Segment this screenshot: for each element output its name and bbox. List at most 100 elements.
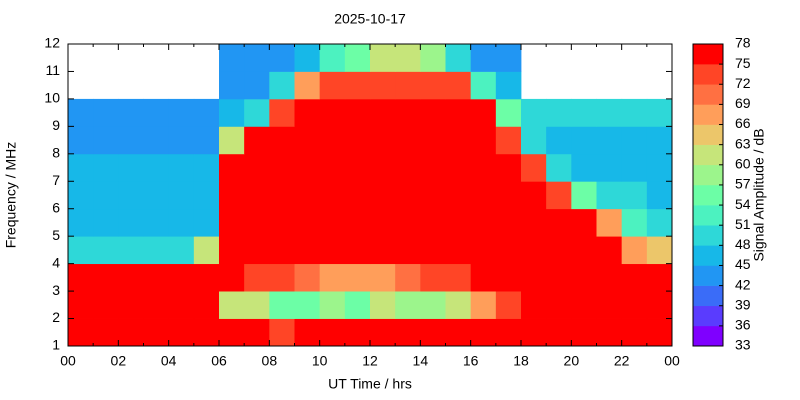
heatmap-cell — [571, 263, 597, 292]
chart-title: 2025-10-17 — [334, 11, 406, 27]
heatmap-cell — [646, 98, 673, 127]
heatmap-cell — [193, 318, 220, 347]
heatmap-cell — [319, 236, 346, 265]
heatmap-cell — [546, 263, 572, 292]
colorbar-tick-label: 57 — [735, 176, 751, 192]
heatmap-cell — [219, 236, 245, 265]
heatmap-cell — [68, 263, 94, 292]
heatmap-cell — [495, 126, 522, 155]
heatmap-cell — [269, 291, 295, 319]
heatmap-cell — [470, 263, 497, 292]
heatmap-cell — [395, 208, 421, 237]
heatmap-cell — [521, 208, 547, 237]
heatmap-cell — [319, 318, 346, 347]
heatmap-cell — [395, 263, 421, 292]
heatmap-cell — [294, 98, 321, 127]
heatmap-cell — [521, 236, 547, 265]
heatmap-cell — [621, 291, 648, 319]
heatmap-cell — [344, 126, 371, 155]
heatmap-cell — [646, 181, 673, 210]
heatmap-cell — [596, 153, 623, 182]
heatmap-cell — [370, 153, 396, 182]
heatmap-cell — [244, 98, 270, 127]
heatmap-cell — [420, 208, 446, 237]
heatmap-cell — [420, 71, 446, 100]
heatmap-cell — [646, 318, 673, 347]
heatmap-cell — [370, 208, 396, 237]
colorbar-swatch — [693, 104, 723, 125]
heatmap-cell — [370, 236, 396, 265]
heatmap-cell — [420, 98, 446, 127]
heatmap-cell — [344, 208, 371, 237]
heatmap-cell — [219, 71, 245, 100]
heatmap-cell — [521, 263, 547, 292]
heatmap-cell — [344, 291, 371, 319]
heatmap-cell — [118, 318, 144, 347]
heatmap-cell — [395, 126, 421, 155]
heatmap-cell — [168, 181, 195, 210]
heatmap-cell — [244, 236, 270, 265]
heatmap-cell — [93, 181, 119, 210]
heatmap-cell — [445, 181, 472, 210]
heatmap-cell — [470, 44, 497, 72]
heatmap-cell — [596, 291, 623, 319]
heatmap-cell — [219, 44, 245, 72]
heatmap-cell — [244, 263, 270, 292]
heatmap-cell — [495, 44, 522, 72]
heatmap-cell — [470, 318, 497, 347]
heatmap-cell — [470, 236, 497, 265]
heatmap-cell — [621, 208, 648, 237]
heatmap-cell — [269, 71, 295, 100]
colorbar-swatch — [693, 164, 723, 186]
heatmap-cell — [68, 291, 94, 319]
heatmap-cell — [344, 263, 371, 292]
heatmap-cell — [395, 318, 421, 347]
colorbar-swatch — [693, 285, 723, 307]
heatmap-cell — [495, 181, 522, 210]
heatmap-cell — [269, 181, 295, 210]
heatmap-cell — [319, 153, 346, 182]
heatmap-cell — [621, 263, 648, 292]
heatmap-cell — [420, 318, 446, 347]
heatmap-cell — [143, 318, 170, 347]
heatmap-cell — [470, 291, 497, 319]
heatmap-cell — [495, 318, 522, 347]
heatmap-cell — [445, 153, 472, 182]
heatmap-cell — [219, 181, 245, 210]
heatmap-cell — [143, 126, 170, 155]
heatmap-cell — [294, 44, 321, 72]
colorbar-frame — [692, 43, 724, 347]
y-tick-label: 12 — [44, 35, 60, 51]
heatmap-cell — [319, 126, 346, 155]
heatmap-cell — [646, 126, 673, 155]
heatmap-cell — [470, 71, 497, 100]
heatmap-cell — [596, 263, 623, 292]
heatmap-cell — [571, 126, 597, 155]
heatmap-cell — [168, 126, 195, 155]
heatmap-cell — [521, 318, 547, 347]
heatmap-cell — [571, 208, 597, 237]
y-tick-label: 4 — [52, 254, 60, 270]
heatmap-cell — [395, 71, 421, 100]
heatmap-cell — [319, 181, 346, 210]
x-tick-label: 20 — [564, 353, 580, 369]
heatmap-cell — [596, 318, 623, 347]
heatmap-cell — [93, 318, 119, 347]
heatmap-cell — [420, 263, 446, 292]
x-tick-label: 06 — [211, 353, 227, 369]
heatmap-cell — [244, 291, 270, 319]
heatmap-cell — [168, 318, 195, 347]
heatmap-cell — [294, 71, 321, 100]
heatmap-cell — [68, 318, 94, 347]
heatmap-cell — [294, 208, 321, 237]
heatmap-cell — [495, 153, 522, 182]
y-tick-label: 5 — [52, 227, 60, 243]
heatmap-cell — [344, 153, 371, 182]
heatmap-cell — [445, 263, 472, 292]
heatmap-cell — [269, 44, 295, 72]
heatmap-cell — [470, 98, 497, 127]
heatmap-cell — [445, 98, 472, 127]
colorbar-swatch — [693, 325, 723, 347]
heatmap-cell — [118, 236, 144, 265]
x-tick-label: 08 — [262, 353, 278, 369]
